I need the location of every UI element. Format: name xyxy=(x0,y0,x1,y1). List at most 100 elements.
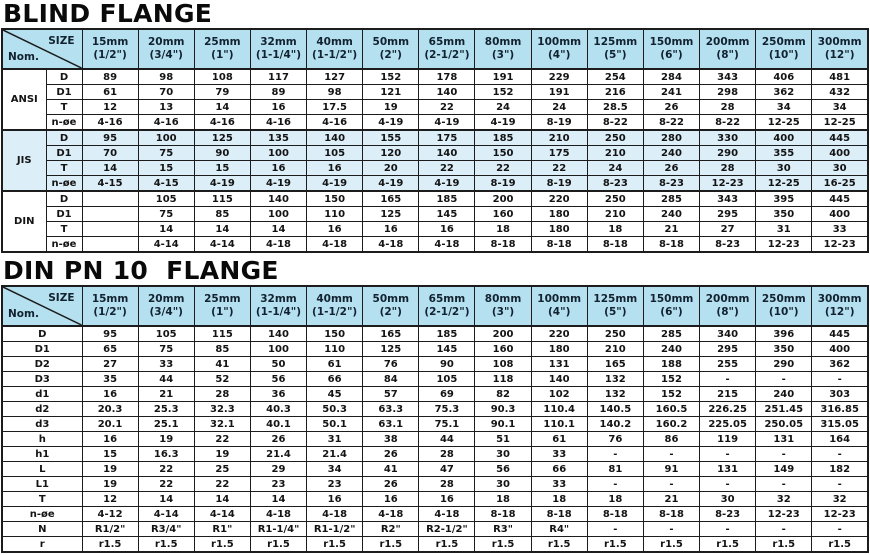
table-cell: R1-1/4" xyxy=(249,521,308,537)
column-size-mm: 80mm xyxy=(484,36,522,48)
table-row: D1 70 75 90 100 105 120 140 150 175 210 240 290 355 40… xyxy=(2,145,869,161)
table-cell: 150 xyxy=(474,145,532,161)
table-cell: 125 xyxy=(362,206,420,222)
table-cell: 395 xyxy=(755,190,813,207)
table-cell: 16 xyxy=(362,221,420,237)
table-cell: 4-12 xyxy=(81,506,139,522)
column-header: 15mm (1/2") xyxy=(81,285,139,327)
table-row: D2 27 33 41 50 61 76 90 108 131 165 188 255 290 362 xyxy=(1,356,869,372)
table-row: N R1/2" R3/4" R1" R1-1/4" R1-1/2" R2" R2-1/2" R3… xyxy=(1,521,869,537)
table-row: n-øe 4-14 4-14 4-18 4-18 4-18 4-18 8-18 8-18 8-18… xyxy=(2,236,869,253)
column-size-mm: 100mm xyxy=(537,293,582,305)
column-size-in: (1-1/2") xyxy=(312,49,358,61)
table-cell: 160.2 xyxy=(642,416,701,432)
table-cell: R4" xyxy=(530,521,588,537)
table-cell: 432 xyxy=(811,84,869,100)
table-cell: 90.1 xyxy=(474,416,532,432)
row-label: T xyxy=(45,221,83,237)
table-cell: 16 xyxy=(249,160,308,176)
table-cell: 8-18 xyxy=(642,236,701,253)
table-cell: 131 xyxy=(699,461,757,477)
corner-size-label: SIZE xyxy=(48,35,75,47)
table-cell: 70 xyxy=(137,84,195,100)
table-cell: 180 xyxy=(530,206,588,222)
table-cell: 108 xyxy=(193,68,251,85)
table-cell: 4-14 xyxy=(137,506,195,522)
table-cell: 210 xyxy=(586,341,644,357)
table-cell: 19 xyxy=(81,476,139,492)
table-cell: 132 xyxy=(586,386,644,402)
table-cell: 4-18 xyxy=(418,236,476,253)
table-cell: - xyxy=(699,476,757,492)
table-cell: R3/4" xyxy=(137,521,195,537)
table-cell: r1.5 xyxy=(306,536,364,553)
table-cell: 57 xyxy=(362,386,420,402)
column-size-in: (8") xyxy=(716,49,739,61)
table-cell: 400 xyxy=(811,206,869,222)
table-cell: 34 xyxy=(306,461,364,477)
table-cell: r1.5 xyxy=(193,536,251,553)
table-cell: 16.3 xyxy=(137,446,195,462)
table-cell: 90.3 xyxy=(474,401,532,417)
table-cell: 22 xyxy=(137,476,195,492)
table-cell: R1/2" xyxy=(81,521,139,537)
table-cell: 28 xyxy=(418,476,476,492)
section-title-din-pn10-flange: DIN PN 10 FLANGE xyxy=(3,256,279,285)
table-cell: r1.5 xyxy=(811,536,869,553)
table-cell: 400 xyxy=(755,129,813,146)
column-size-mm: 25mm xyxy=(204,293,241,305)
table-cell: 12-23 xyxy=(755,236,813,253)
table-cell: 250 xyxy=(586,325,644,342)
table-cell: r1.5 xyxy=(586,536,644,553)
table-cell: 63.3 xyxy=(362,401,420,417)
table-cell: r1.5 xyxy=(137,536,195,553)
table-cell: 23 xyxy=(249,476,308,492)
table-cell: 110 xyxy=(306,206,364,222)
table-cell: 121 xyxy=(362,84,420,100)
table-cell xyxy=(81,206,139,222)
table-cell xyxy=(81,221,139,237)
table-cell: 240 xyxy=(642,341,701,357)
table-cell: 8-22 xyxy=(642,114,701,131)
column-size-mm: 20mm xyxy=(147,36,185,48)
table-cell: 75 xyxy=(137,206,195,222)
column-header: 32mm (1-1/4") xyxy=(249,285,308,327)
column-header: 80mm (3") xyxy=(474,285,532,327)
table-cell: 31 xyxy=(755,221,813,237)
table-row: n-øe 4-15 4-15 4-19 4-19 4-19 4-19 4-19 8-19 8-19… xyxy=(2,175,869,192)
column-size-in: (6") xyxy=(660,306,683,318)
table-cell: 28.5 xyxy=(586,99,644,115)
table-cell: - xyxy=(755,371,813,387)
table-cell: 340 xyxy=(699,325,757,342)
table-cell: 160 xyxy=(474,206,532,222)
table-cell: 76 xyxy=(586,431,644,447)
table-cell: 210 xyxy=(586,145,644,161)
table-cell: 295 xyxy=(699,206,757,222)
table-cell: 110 xyxy=(306,341,364,357)
table-cell: 445 xyxy=(811,325,869,342)
table-cell: 185 xyxy=(418,325,476,342)
table-cell: 25.3 xyxy=(137,401,195,417)
table-cell: 95 xyxy=(81,129,139,146)
row-label: D1 xyxy=(1,341,83,357)
table-cell: - xyxy=(811,446,869,462)
table-cell: 240 xyxy=(642,145,701,161)
group-label: JIS xyxy=(1,129,47,192)
table-cell: 191 xyxy=(474,68,532,85)
table-cell: 21 xyxy=(642,491,701,507)
column-header: 100mm (4") xyxy=(530,285,588,327)
table-cell: r1.5 xyxy=(81,536,139,553)
table-cell: 27 xyxy=(699,221,757,237)
row-label: d3 xyxy=(1,416,83,432)
table-cell: - xyxy=(642,446,701,462)
table-cell: 28 xyxy=(193,386,251,402)
column-header: 250mm (10") xyxy=(755,28,813,70)
table-cell: 81 xyxy=(586,461,644,477)
header-row: SIZE Nom. 15mm (1/2") 20mm (3/4") 25mm (1") 32mm… xyxy=(1,285,869,327)
table-cell: 33 xyxy=(530,446,588,462)
table-cell: 100 xyxy=(137,129,195,146)
table-cell: 65 xyxy=(81,341,139,357)
table-cell: 66 xyxy=(530,461,588,477)
table-cell: 182 xyxy=(811,461,869,477)
column-size-in: (3") xyxy=(491,49,515,61)
